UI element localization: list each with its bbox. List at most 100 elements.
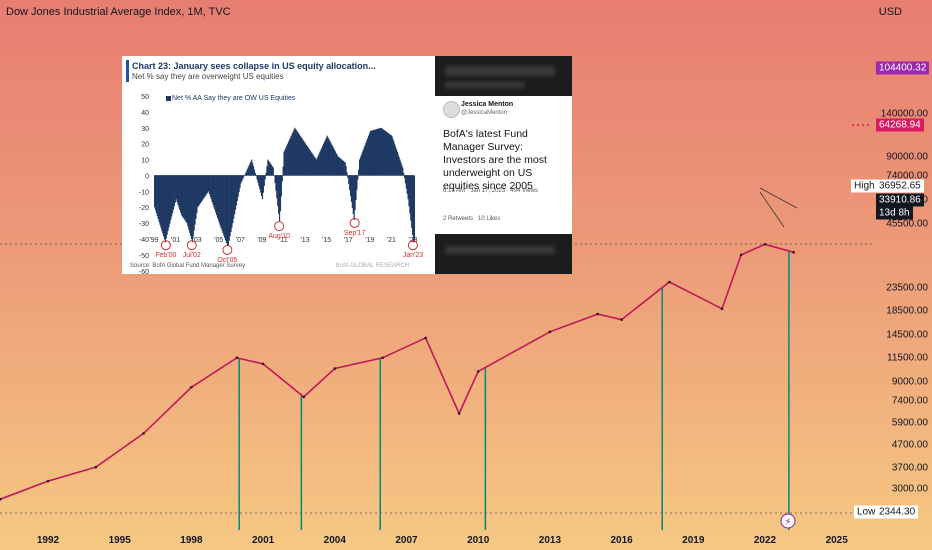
bofa-bar xyxy=(189,175,191,233)
bofa-bar xyxy=(159,175,161,225)
bofa-bar xyxy=(351,175,353,209)
bofa-bar xyxy=(250,161,252,176)
bofa-bar xyxy=(169,175,171,224)
bofa-bar xyxy=(313,155,315,176)
bofa-y-tick: 10 xyxy=(141,158,149,165)
bofa-bar xyxy=(410,175,412,221)
bofa-bar xyxy=(160,175,162,228)
bofa-annotation-circle xyxy=(349,217,360,228)
bofa-bar xyxy=(184,175,186,221)
tweet-stats: 2 Retweets 10 Likes xyxy=(443,216,500,222)
bofa-bar xyxy=(336,154,338,176)
tweet-meta: 6:18 AM · Jan 17, 2023 · 494 Views xyxy=(443,188,538,194)
bofa-bar xyxy=(172,175,175,210)
bofa-bar xyxy=(257,175,259,183)
bofa-bar xyxy=(322,145,324,176)
price-chart[interactable]: ⚡ xyxy=(0,0,872,530)
tweet-card[interactable]: Jessica Menton @JessicaMenton BofA's lat… xyxy=(435,96,572,234)
year-tick-label: 2016 xyxy=(610,535,633,546)
bofa-bar xyxy=(391,135,393,176)
bofa-bar xyxy=(285,147,287,176)
bofa-bar xyxy=(260,175,262,193)
bofa-bar xyxy=(174,175,176,203)
bofa-bar xyxy=(229,175,231,237)
bofa-annotation-circle xyxy=(186,240,197,251)
bofa-x-tick: '09 xyxy=(257,237,266,244)
price-point xyxy=(668,280,671,284)
bofa-bar xyxy=(193,175,195,231)
price-tick-label: 74000.00 xyxy=(886,170,928,182)
bofa-inset-chart: Chart 23: January sees collapse in US eq… xyxy=(122,56,435,274)
tweet-body: BofA's latest Fund Manager Survey: Inves… xyxy=(443,128,547,192)
bofa-bar xyxy=(263,175,265,187)
bofa-bar xyxy=(358,159,361,176)
bofa-bar xyxy=(377,128,380,176)
bofa-bar xyxy=(181,175,184,217)
bofa-bar xyxy=(295,129,297,176)
bofa-bar xyxy=(276,175,278,199)
price-point xyxy=(302,395,306,399)
bofa-bar xyxy=(209,175,211,197)
bofa-bar xyxy=(267,159,269,176)
bofa-bar xyxy=(264,175,266,180)
bofa-bar xyxy=(175,175,177,200)
bofa-bar xyxy=(216,175,219,218)
bofa-bar xyxy=(383,129,385,176)
bofa-y-tick: -50 xyxy=(139,253,149,260)
chart-title: Dow Jones Industrial Average Index, 1M, … xyxy=(6,6,231,18)
bofa-bar xyxy=(171,175,173,217)
bofa-bar xyxy=(332,147,335,176)
bofa-legend-swatch xyxy=(166,96,171,101)
bofa-bar xyxy=(349,175,352,197)
bofa-bar xyxy=(201,175,203,201)
bofa-title: Chart 23: January sees collapse in US eq… xyxy=(132,61,376,71)
bofa-bar xyxy=(360,154,362,176)
bofa-bar xyxy=(362,150,364,176)
bofa-bar xyxy=(328,139,330,176)
price-point xyxy=(261,362,265,366)
time-axis[interactable]: 1992 1995 1998 2001 2004 2007 2010 2013 2016 2019… xyxy=(0,530,872,550)
year-tick-label: 1992 xyxy=(36,535,60,546)
bofa-bar xyxy=(359,157,362,176)
bofa-bar xyxy=(348,175,350,185)
bofa-bar xyxy=(204,175,206,197)
bofa-y-tick: 40 xyxy=(141,110,149,117)
bofa-bar xyxy=(385,131,387,176)
bofa-bar xyxy=(236,175,238,202)
bofa-bar xyxy=(277,175,279,207)
bofa-bar xyxy=(220,175,222,229)
year-tick-label: 2004 xyxy=(323,535,346,546)
bofa-bar xyxy=(219,175,221,226)
bofa-bar xyxy=(224,175,226,239)
bofa-bar xyxy=(251,159,253,176)
bofa-bar xyxy=(162,175,164,234)
bofa-bar xyxy=(306,146,309,176)
bofa-bar xyxy=(307,147,309,176)
bofa-bar xyxy=(309,150,311,176)
bofa-title-accent xyxy=(126,60,129,82)
bofa-bar xyxy=(186,175,188,224)
bofa-bar xyxy=(259,175,261,190)
bofa-y-tick: -60 xyxy=(139,269,149,274)
price-axis[interactable]: USD 140000.0090000.0074000.0058000.00455… xyxy=(872,0,932,550)
bofa-bar xyxy=(296,130,298,176)
bofa-bar xyxy=(232,175,234,224)
bofa-annotation-circle xyxy=(222,244,233,255)
bofa-bar xyxy=(154,175,157,211)
bofa-bar xyxy=(388,133,390,176)
bofa-x-tick: '07 xyxy=(236,237,245,244)
bofa-x-tick: '05 xyxy=(214,237,223,244)
bofa-bar xyxy=(334,151,336,176)
price-point xyxy=(46,479,50,483)
price-tick-label: 3700.00 xyxy=(891,462,928,474)
bofa-bar xyxy=(339,157,341,176)
bofa-bar xyxy=(326,135,328,176)
bofa-bar xyxy=(368,133,371,176)
bofa-bar xyxy=(194,175,196,225)
bofa-bar xyxy=(413,175,416,243)
year-tick-label: 2019 xyxy=(682,535,705,546)
bofa-bar xyxy=(314,156,316,176)
bofa-bar xyxy=(392,138,394,176)
bofa-y-tick: 20 xyxy=(141,142,149,149)
bofa-bar xyxy=(258,175,260,187)
